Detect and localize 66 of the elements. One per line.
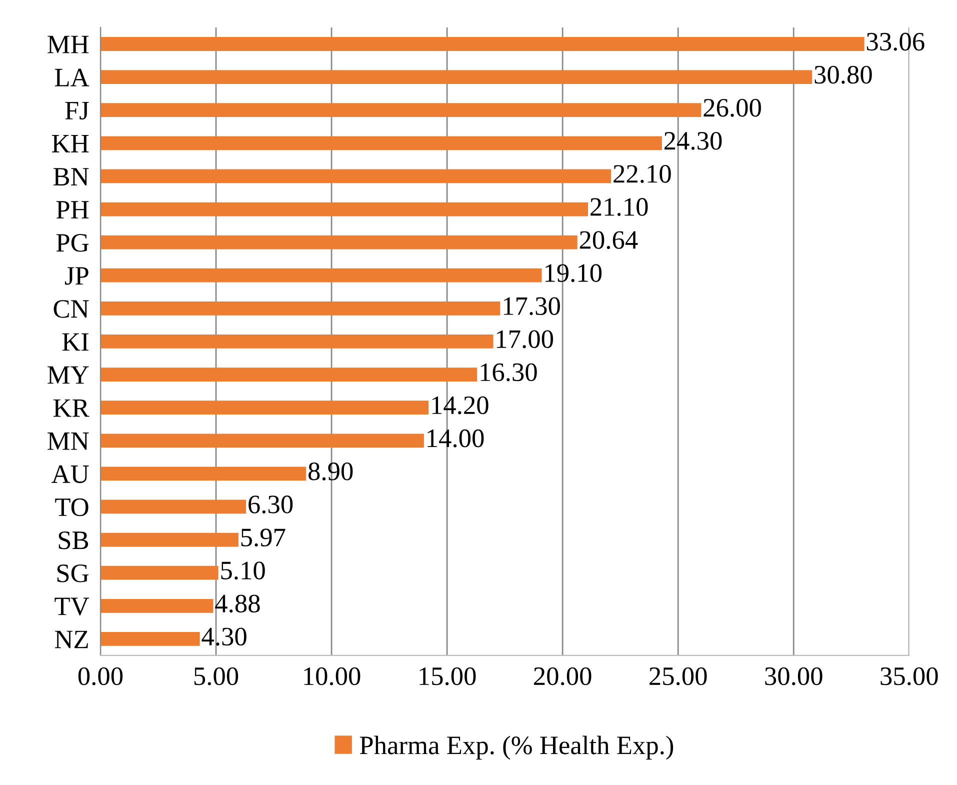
data-label: 21.10 [590, 198, 648, 216]
bar [100, 37, 864, 51]
y-tick-label: PH [56, 201, 89, 218]
bar [100, 532, 238, 547]
y-tick-label: FJ [65, 102, 89, 120]
y-tick-label: MN [48, 432, 89, 450]
y-tick-label: KR [53, 399, 90, 417]
data-label: 16.30 [480, 363, 537, 382]
bar [100, 598, 214, 613]
data-label: 26.00 [704, 98, 761, 117]
y-tick-label: LA [54, 68, 90, 86]
y-tick-label: TO [55, 498, 88, 516]
data-label: 5.10 [221, 562, 265, 580]
y-tick-label: JP [64, 267, 88, 285]
bar [100, 136, 662, 150]
data-label: 4.88 [215, 594, 260, 613]
bar [100, 566, 218, 580]
bar [100, 301, 500, 316]
legend-label: Pharma Exp. (% Health Exp.) [360, 736, 674, 760]
data-label: 30.80 [814, 66, 872, 84]
y-tick-label: CN [54, 300, 89, 318]
bar [100, 268, 542, 282]
y-tick-label: TV [54, 598, 90, 616]
data-label: 24.30 [664, 132, 722, 150]
bar [100, 434, 424, 448]
bar [100, 632, 200, 646]
bar [100, 103, 702, 118]
x-tick-label: 10.00 [304, 667, 360, 686]
bar [100, 202, 588, 216]
data-label: 33.06 [866, 32, 924, 51]
data-label: 4.30 [202, 628, 246, 646]
data-label: 14.00 [428, 429, 484, 448]
bar [100, 169, 612, 184]
data-label: 22.10 [614, 165, 671, 183]
bar [100, 368, 478, 382]
data-label: 14.20 [432, 396, 488, 414]
x-tick-label: 30.00 [765, 667, 822, 686]
y-tick-label: SB [58, 531, 88, 550]
data-label: 17.30 [504, 297, 560, 316]
y-tick-label: MY [48, 366, 89, 384]
y-tick-label: SG [57, 564, 89, 582]
x-tick-label: 15.00 [420, 667, 476, 686]
x-tick-label: 20.00 [534, 667, 592, 686]
y-tick-label: BN [53, 168, 89, 186]
y-tick-label: MH [48, 36, 89, 54]
y-tick-label: PG [56, 234, 89, 252]
bar [100, 466, 306, 481]
data-label: 20.64 [580, 231, 638, 250]
bar [100, 400, 429, 415]
y-tick-label: KI [62, 333, 88, 351]
y-tick-label: NZ [54, 630, 88, 648]
bar [100, 235, 578, 250]
x-tick-label: 5.00 [194, 667, 238, 686]
x-tick-label: 35.00 [880, 667, 938, 686]
data-label: 8.90 [308, 462, 353, 480]
data-label: 17.00 [496, 330, 554, 348]
x-tick-label: 25.00 [650, 667, 707, 686]
bar [100, 500, 246, 514]
data-label: 5.97 [241, 528, 286, 547]
data-label: 6.30 [248, 496, 293, 514]
data-label: 19.10 [545, 264, 602, 282]
y-tick-label: KH [52, 135, 89, 152]
x-tick-label: 0.00 [78, 667, 123, 686]
y-tick-label: AU [52, 465, 89, 484]
bar [100, 334, 494, 348]
bar [100, 70, 812, 84]
